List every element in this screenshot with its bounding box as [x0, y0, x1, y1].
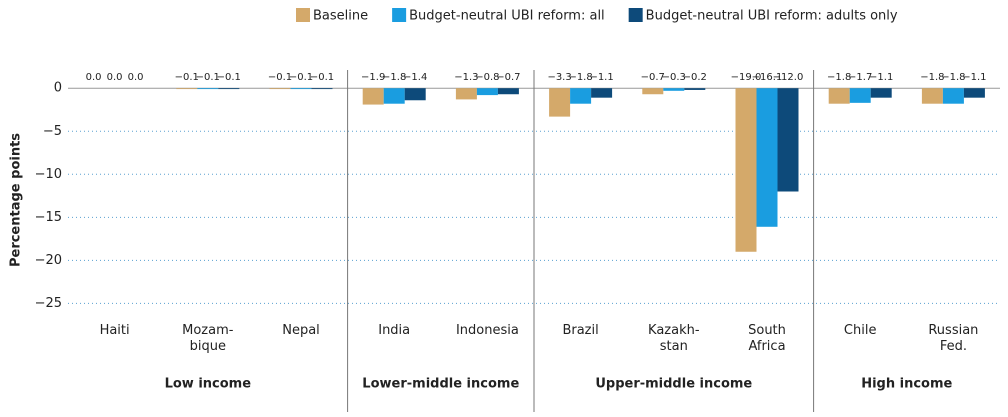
value-label: −19.0 — [731, 72, 762, 83]
bar — [663, 88, 685, 91]
bar — [684, 88, 706, 90]
x-tick-label: Brazil — [562, 323, 598, 338]
value-label: −0.1 — [175, 72, 199, 83]
value-label: −0.1 — [310, 72, 334, 83]
bar — [176, 88, 198, 90]
bar — [362, 88, 384, 105]
bar — [942, 88, 964, 104]
value-label: −0.7 — [641, 72, 665, 83]
value-label: −3.3 — [547, 72, 571, 83]
value-label: −0.1 — [268, 72, 292, 83]
group-label: Lower-middle income — [362, 377, 519, 392]
bar — [455, 88, 477, 100]
bar — [756, 88, 778, 227]
bar — [269, 88, 291, 90]
value-label: −0.3 — [662, 72, 686, 83]
value-label: −1.1 — [962, 72, 986, 83]
y-tick-label: −20 — [35, 253, 62, 268]
x-tick-label: Chile — [844, 323, 877, 338]
value-label: 0.0 — [107, 72, 123, 83]
value-label: −1.1 — [869, 72, 893, 83]
group-label: Upper-middle income — [595, 377, 752, 392]
y-tick-label: −25 — [35, 296, 62, 311]
value-label: −1.8 — [827, 72, 851, 83]
legend-swatch — [296, 8, 310, 22]
bar — [404, 88, 426, 101]
value-label: −1.8 — [568, 72, 592, 83]
bar — [870, 88, 892, 98]
legend-label: Budget-neutral UBI reform: adults only — [646, 9, 898, 24]
x-tick-label: Kazakh-stan — [648, 323, 700, 354]
x-tick-label: Indonesia — [456, 323, 519, 338]
value-label: −1.4 — [403, 72, 427, 83]
bar — [290, 88, 312, 90]
bar — [570, 88, 592, 104]
x-tick-label: South Africa — [748, 323, 786, 354]
legend-swatch — [628, 8, 643, 22]
x-tick-label: Russian Fed. — [928, 323, 978, 354]
legend-label: Budget-neutral UBI reform: all — [409, 9, 605, 24]
y-tick-label: −5 — [43, 124, 62, 139]
bar — [311, 88, 333, 90]
bar — [849, 88, 871, 103]
x-tick-label: Haiti — [100, 323, 130, 338]
value-label: −0.1 — [196, 72, 220, 83]
value-label: −0.8 — [475, 72, 499, 83]
bar — [591, 88, 613, 98]
group-label: Low income — [165, 377, 252, 392]
bar — [735, 88, 757, 252]
bar — [963, 88, 985, 98]
value-label: −0.1 — [217, 72, 241, 83]
value-label: −1.3 — [454, 72, 478, 83]
value-label: −1.8 — [382, 72, 406, 83]
value-label: −1.1 — [589, 72, 613, 83]
value-label: −12.0 — [773, 72, 804, 83]
value-label: −1.8 — [920, 72, 944, 83]
y-axis-label: Percentage points — [9, 133, 24, 267]
value-label: 0.0 — [128, 72, 144, 83]
value-label: −1.8 — [941, 72, 965, 83]
y-tick-label: −10 — [35, 167, 62, 182]
y-tick-label: −15 — [35, 210, 62, 225]
legend-swatch — [392, 8, 407, 22]
legend-label: Baseline — [313, 9, 368, 24]
x-tick-label: Mozam-bique — [182, 323, 234, 354]
value-label: −1.9 — [361, 72, 385, 83]
bar — [476, 88, 498, 96]
y-tick-label: 0 — [54, 81, 62, 96]
bar — [828, 88, 850, 104]
bar — [921, 88, 943, 104]
bar — [383, 88, 405, 104]
bar — [218, 88, 240, 90]
bar — [777, 88, 799, 192]
bar — [549, 88, 571, 117]
value-label: −1.7 — [848, 72, 872, 83]
bar — [497, 88, 519, 95]
value-label: −0.7 — [496, 72, 520, 83]
value-label: −0.1 — [289, 72, 313, 83]
value-label: −0.2 — [683, 72, 707, 83]
x-tick-label: India — [378, 323, 410, 338]
group-label: High income — [861, 377, 952, 392]
bar — [197, 88, 219, 90]
x-tick-label: Nepal — [282, 323, 320, 338]
value-label: 0.0 — [86, 72, 102, 83]
value-label: −16.1 — [752, 72, 783, 83]
bar — [642, 88, 664, 95]
